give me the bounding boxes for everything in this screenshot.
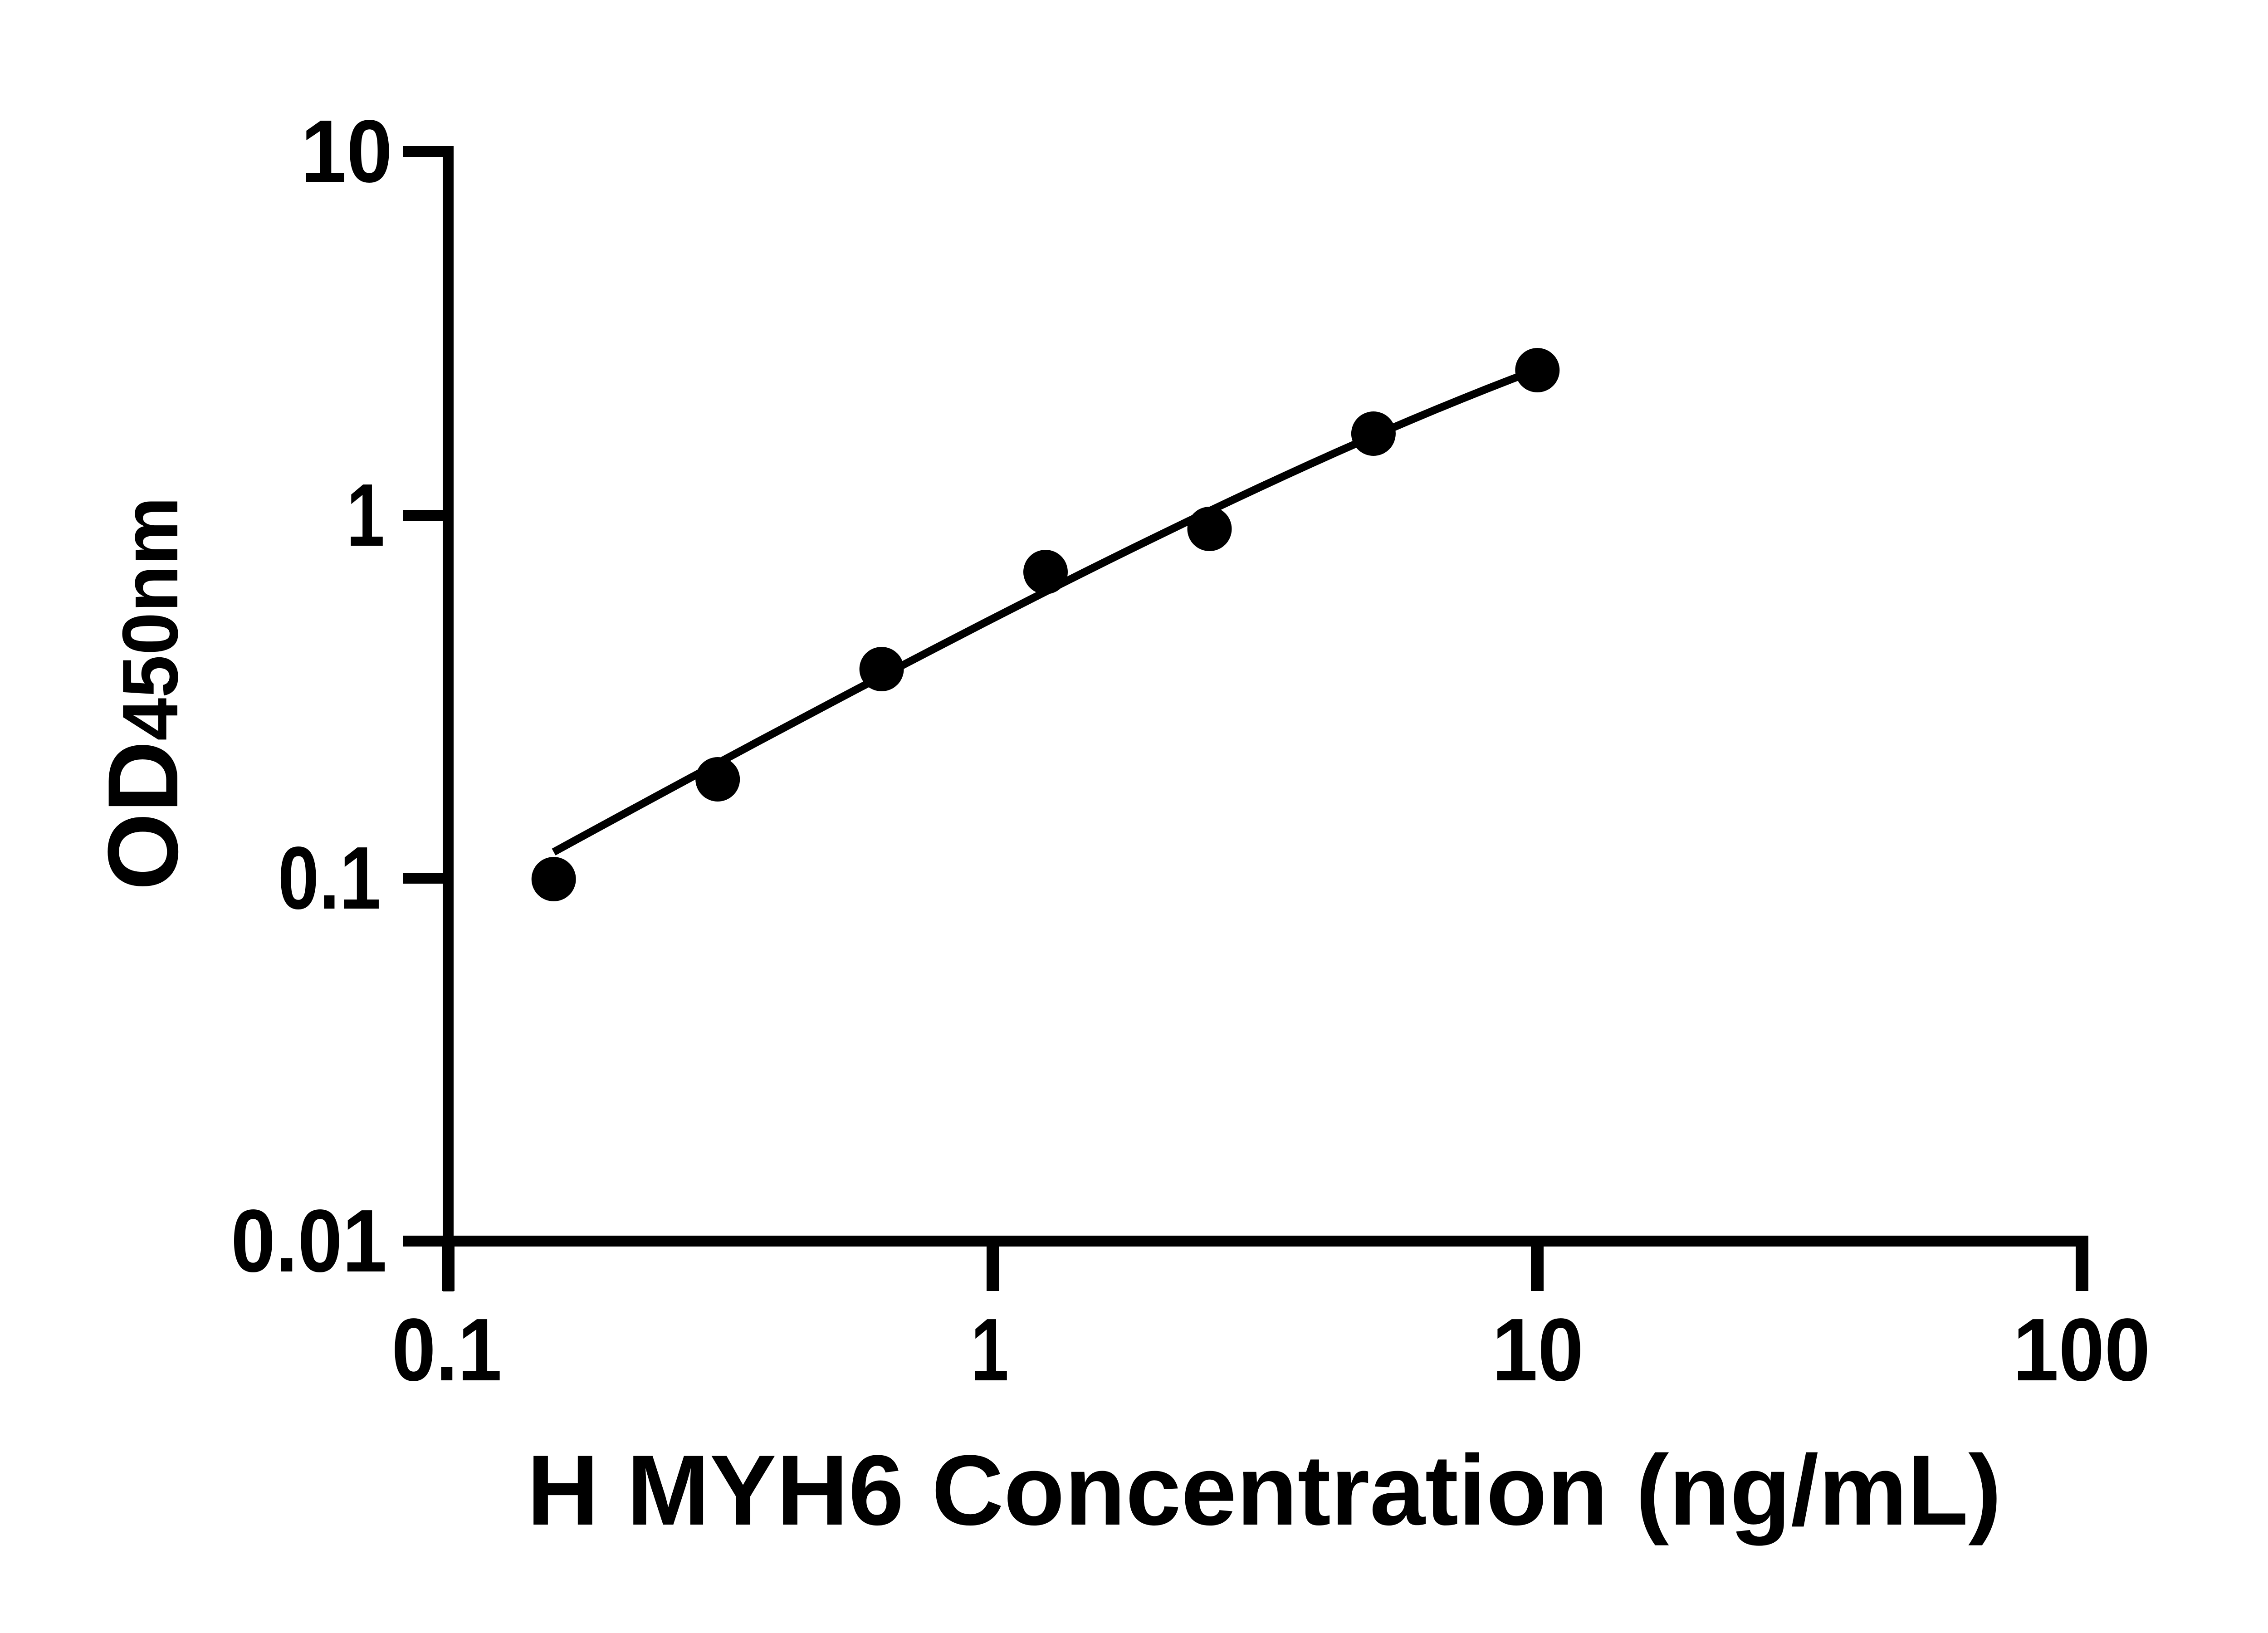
svg-text:1: 1: [347, 465, 385, 565]
svg-text:H MYH6 Concentration (ng/mL): H MYH6 Concentration (ng/mL): [527, 1434, 2001, 1546]
svg-text:0.1: 0.1: [392, 1300, 502, 1399]
svg-text:0.01: 0.01: [231, 1191, 387, 1291]
svg-text:OD450nm: OD450nm: [87, 497, 199, 890]
svg-text:10: 10: [301, 102, 392, 201]
svg-text:0.1: 0.1: [278, 828, 381, 928]
svg-text:10: 10: [1492, 1300, 1584, 1399]
svg-text:1: 1: [971, 1300, 1009, 1399]
svg-text:100: 100: [2013, 1300, 2151, 1399]
